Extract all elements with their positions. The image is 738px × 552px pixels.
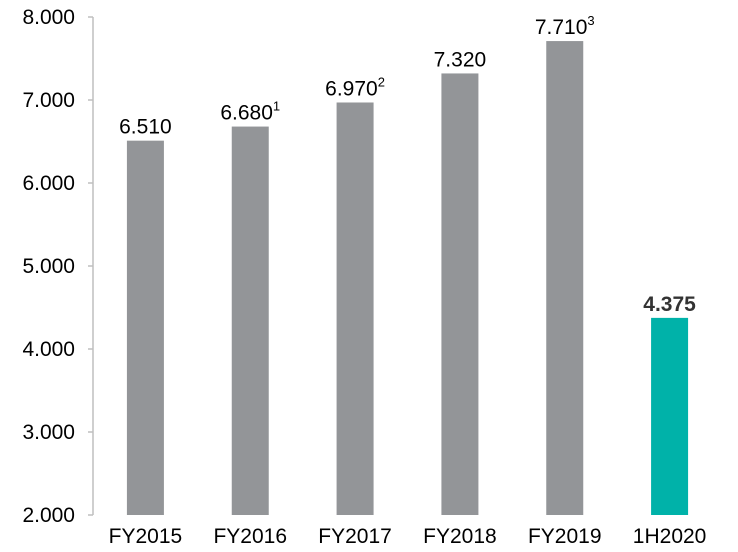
data-label: 6.9702 (325, 74, 385, 100)
data-label-value: 6.680 (220, 102, 273, 125)
x-axis: FY2015 FY2016 FY2017 FY2018 FY2019 1H2020 (109, 525, 707, 548)
data-label: 4.375 (643, 293, 696, 316)
y-tick-label: 2.000 (22, 504, 75, 527)
footnote-mark: 3 (587, 13, 594, 28)
bar-fy2019 (546, 41, 584, 515)
footnote-mark: 1 (273, 99, 280, 114)
x-category-label: FY2016 (213, 525, 287, 548)
y-tick-label: 4.000 (22, 338, 75, 361)
y-axis: 2.000 3.000 4.000 5.000 6.000 7.000 8.000 (22, 6, 94, 527)
bars (126, 41, 689, 516)
x-category-label: FY2019 (528, 525, 602, 548)
data-label: 6.510 (119, 116, 172, 139)
data-label-value: 7.320 (434, 48, 487, 71)
bar-fy2016 (231, 126, 269, 515)
data-label: 6.6801 (220, 99, 280, 125)
bar-fy2017 (336, 102, 374, 516)
data-label-value: 7.710 (535, 16, 588, 39)
y-tick-label: 3.000 (22, 421, 75, 444)
data-labels: 6.510 6.6801 6.9702 7.320 7.7103 4.375 (119, 13, 696, 316)
data-label: 7.7103 (535, 13, 595, 39)
x-category-label: FY2015 (109, 525, 183, 548)
data-label-value: 6.970 (325, 77, 378, 100)
y-tick-label: 8.000 (22, 6, 75, 29)
footnote-mark: 2 (378, 74, 385, 89)
data-label-value: 4.375 (643, 293, 696, 316)
x-category-label: FY2017 (318, 525, 392, 548)
bar-fy2018 (441, 73, 479, 515)
y-tick-label: 7.000 (22, 89, 75, 112)
bar-1h2020 (651, 317, 689, 515)
data-label-value: 6.510 (119, 116, 172, 139)
y-tick-label: 6.000 (22, 172, 75, 195)
y-tick-label: 5.000 (22, 255, 75, 278)
bar-fy2015 (126, 140, 164, 516)
x-category-label: FY2018 (423, 525, 497, 548)
data-label: 7.320 (434, 48, 487, 71)
x-category-label: 1H2020 (633, 525, 707, 548)
